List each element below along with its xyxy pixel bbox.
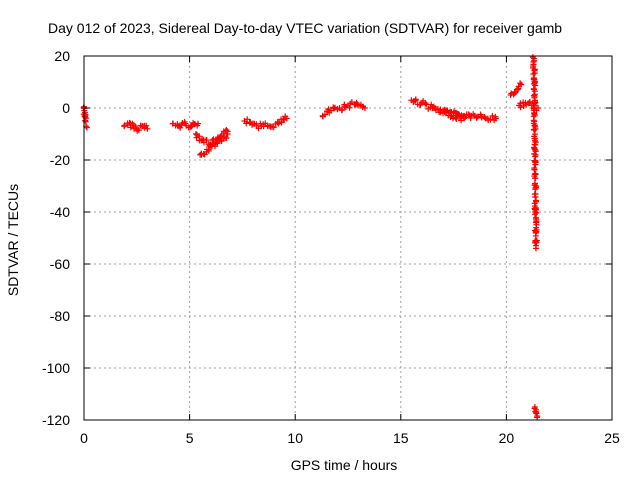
data-point	[531, 405, 538, 412]
data-point	[144, 125, 151, 132]
data-point	[223, 127, 230, 134]
data-point	[532, 151, 539, 158]
data-point	[518, 81, 525, 88]
data-point	[532, 175, 539, 182]
data-point	[531, 145, 538, 152]
data-point	[511, 90, 518, 97]
data-point	[339, 106, 346, 113]
y-tick-label: -80	[50, 308, 70, 324]
data-point	[223, 134, 230, 141]
data-point	[209, 137, 216, 144]
data-point	[177, 124, 184, 131]
data-point	[531, 211, 538, 218]
data-point	[126, 119, 133, 126]
data-point	[412, 96, 419, 103]
y-tick-label: -100	[42, 360, 70, 376]
y-tick-labels: 20 0 -20 -40 -60 -80 -100 -120	[42, 48, 70, 428]
plot-frame	[83, 55, 613, 421]
y-tick-label: -20	[50, 152, 70, 168]
y-tick-label: -40	[50, 204, 70, 220]
data-point	[203, 137, 210, 144]
data-point	[531, 67, 538, 74]
data-point	[492, 115, 499, 122]
data-point	[532, 82, 539, 89]
data-point	[82, 117, 89, 124]
data-point	[275, 120, 282, 127]
x-tick-labels: 0 5 10 15 20 25	[80, 430, 620, 446]
data-point	[458, 117, 465, 124]
data-point	[517, 104, 524, 111]
data-point	[135, 127, 142, 134]
data-point	[143, 122, 150, 129]
data-point	[531, 111, 538, 118]
data-point	[270, 124, 277, 131]
x-tick-label: 20	[499, 430, 515, 446]
data-point	[218, 138, 225, 145]
data-point	[531, 191, 538, 198]
data-point	[283, 115, 290, 122]
x-axis-label: GPS time / hours	[291, 457, 398, 473]
x-tick-label: 0	[80, 430, 88, 446]
ticks-layer	[83, 55, 613, 421]
data-point	[533, 239, 540, 246]
x-tick-label: 10	[287, 430, 303, 446]
data-point	[533, 409, 540, 416]
data-point	[224, 131, 231, 137]
data-point	[489, 112, 496, 119]
data-point	[534, 414, 541, 421]
data-point	[532, 245, 539, 252]
data-point	[195, 120, 202, 127]
x-tick-label: 5	[186, 430, 194, 446]
data-point	[83, 124, 90, 131]
data-point	[422, 100, 429, 107]
data-point	[453, 110, 460, 117]
y-axis-label: SDTVAR / TECUs	[5, 184, 21, 296]
data-point	[532, 99, 539, 106]
x-tick-label: 15	[393, 430, 409, 446]
data-point	[214, 140, 221, 147]
data-point	[325, 106, 332, 113]
data-point	[321, 111, 328, 118]
chart-title: Day 012 of 2023, Sidereal Day-to-day VTE…	[48, 20, 562, 36]
points-layer	[80, 54, 542, 421]
data-point	[361, 105, 368, 111]
data-point	[243, 120, 250, 127]
grid-layer	[84, 56, 612, 420]
x-tick-label: 25	[604, 430, 620, 446]
data-point	[205, 147, 212, 154]
data-point	[532, 139, 539, 146]
data-point	[530, 126, 537, 133]
data-point	[531, 57, 538, 64]
data-point	[244, 116, 251, 123]
data-point	[517, 80, 524, 87]
data-point	[530, 70, 537, 77]
data-point	[532, 161, 539, 168]
y-tick-label: -60	[50, 256, 70, 272]
y-tick-label: 0	[62, 100, 70, 116]
y-tick-label: 20	[54, 48, 70, 64]
data-point	[346, 104, 353, 111]
y-tick-label: -120	[42, 412, 70, 428]
